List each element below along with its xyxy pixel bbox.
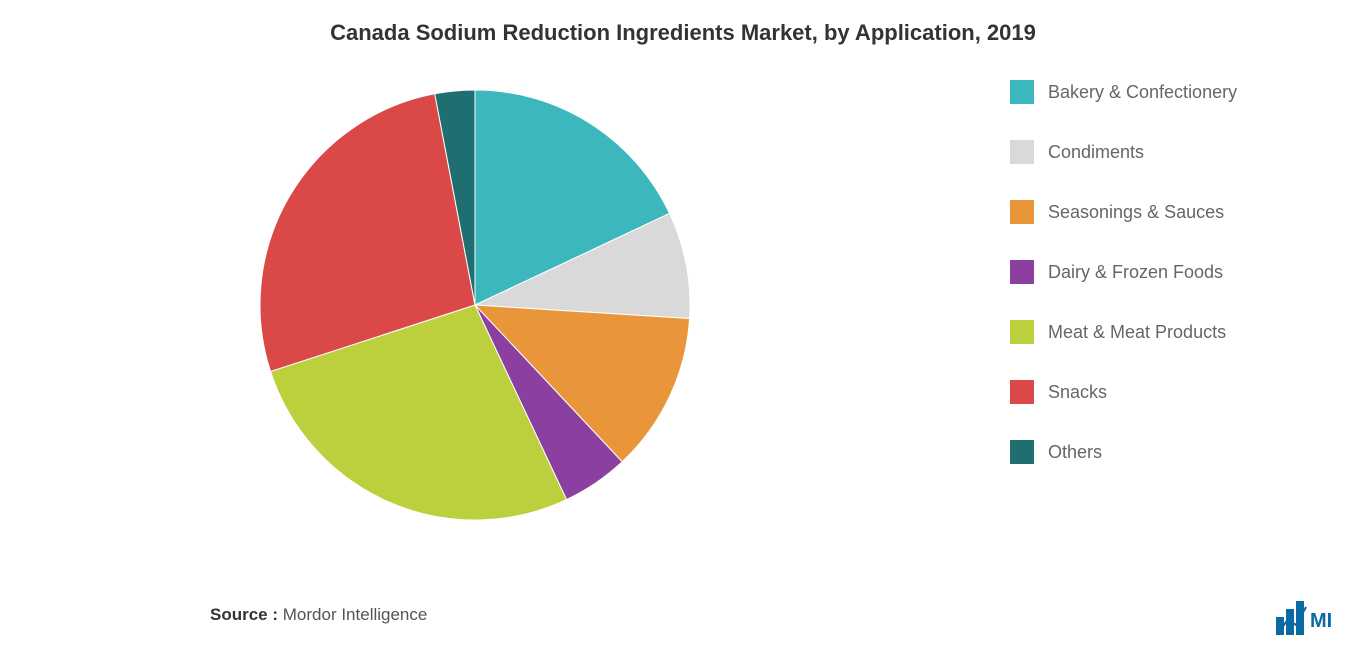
chart-title: Canada Sodium Reduction Ingredients Mark… bbox=[0, 20, 1366, 46]
legend-swatch bbox=[1010, 380, 1034, 404]
legend-swatch bbox=[1010, 260, 1034, 284]
legend-label: Condiments bbox=[1048, 142, 1144, 163]
legend-label: Others bbox=[1048, 442, 1102, 463]
legend-label: Dairy & Frozen Foods bbox=[1048, 262, 1223, 283]
pie-chart bbox=[260, 90, 690, 520]
legend-label: Seasonings & Sauces bbox=[1048, 202, 1224, 223]
legend-item: Meat & Meat Products bbox=[1010, 320, 1237, 344]
legend-swatch bbox=[1010, 200, 1034, 224]
legend: Bakery & Confectionery Condiments Seasonin… bbox=[1010, 80, 1237, 464]
brand-logo: MI bbox=[1276, 597, 1336, 635]
legend-swatch bbox=[1010, 320, 1034, 344]
legend-label: Bakery & Confectionery bbox=[1048, 82, 1237, 103]
legend-label: Snacks bbox=[1048, 382, 1107, 403]
legend-item: Condiments bbox=[1010, 140, 1237, 164]
legend-item: Bakery & Confectionery bbox=[1010, 80, 1237, 104]
source-attribution: Source : Mordor Intelligence bbox=[210, 605, 427, 625]
legend-label: Meat & Meat Products bbox=[1048, 322, 1226, 343]
legend-swatch bbox=[1010, 80, 1034, 104]
legend-swatch bbox=[1010, 440, 1034, 464]
legend-item: Snacks bbox=[1010, 380, 1237, 404]
legend-item: Others bbox=[1010, 440, 1237, 464]
legend-item: Dairy & Frozen Foods bbox=[1010, 260, 1237, 284]
legend-item: Seasonings & Sauces bbox=[1010, 200, 1237, 224]
svg-text:MI: MI bbox=[1310, 610, 1332, 632]
source-value: Mordor Intelligence bbox=[283, 605, 428, 624]
legend-swatch bbox=[1010, 140, 1034, 164]
source-label: Source : bbox=[210, 605, 278, 624]
